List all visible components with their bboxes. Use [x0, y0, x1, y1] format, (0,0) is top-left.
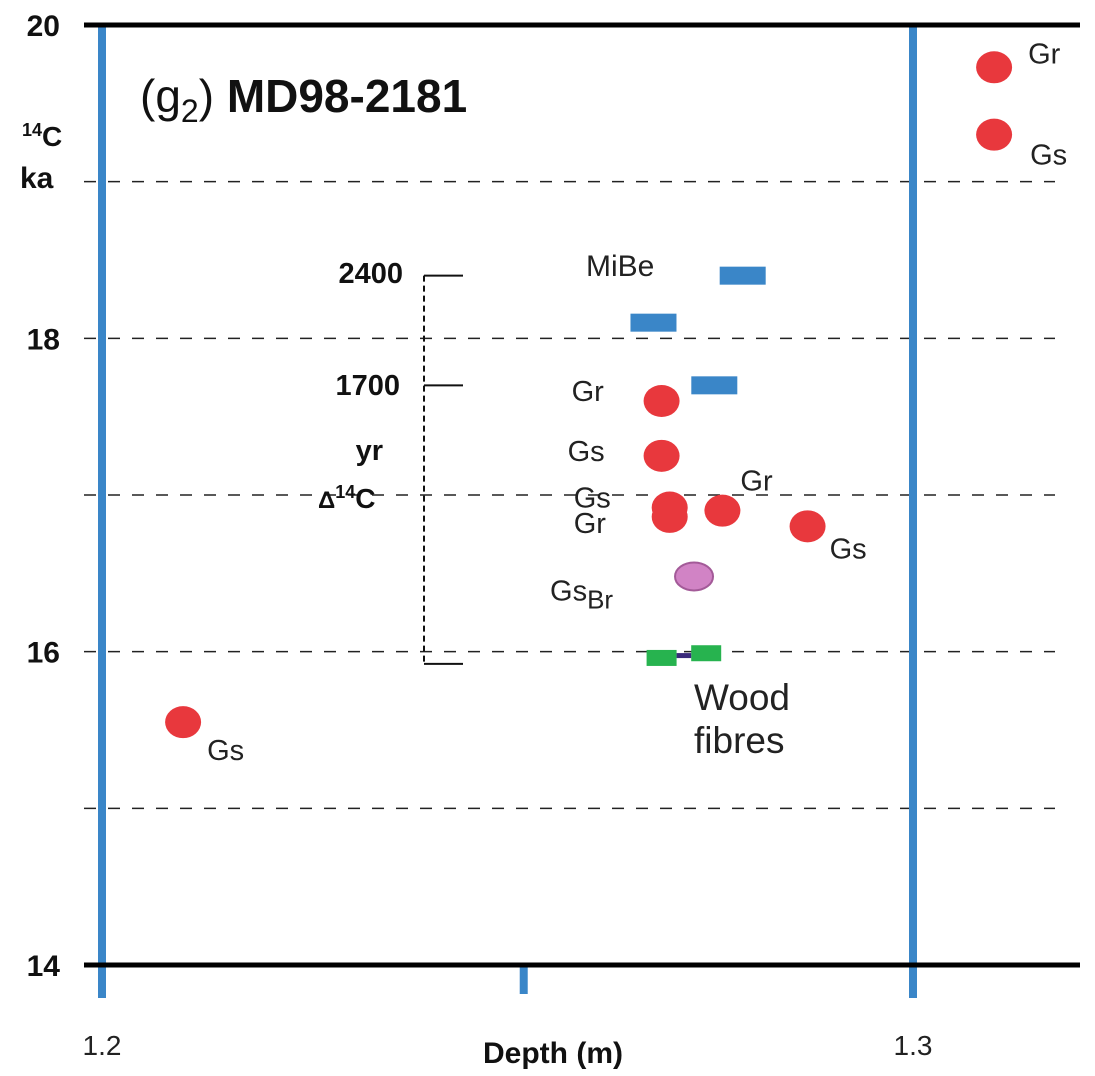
scale-bar-unit-line2: Δ14C [318, 482, 376, 514]
chart-title-core: MD98-2181 [227, 70, 467, 122]
scale-bar-unit-line1: yr [356, 435, 383, 467]
scale-bar-delta: Δ [318, 487, 335, 514]
point-label: GsBr [550, 575, 613, 614]
point-label: Gr [574, 508, 607, 540]
point-label-text: Gs [207, 735, 244, 767]
point-label-text: Gr [572, 376, 605, 408]
point-label: Gs [1030, 140, 1067, 172]
y-axis-label-c: C [42, 121, 62, 152]
point-label-subscript: Br [587, 584, 613, 614]
red-point [976, 51, 1013, 84]
red-point [704, 494, 741, 527]
green-rect-point [646, 649, 677, 666]
point-label: Gr [740, 466, 773, 498]
chart-title-close: ) [199, 70, 227, 122]
point-label: Gr [572, 376, 605, 408]
point-label-text: Gs [568, 436, 605, 468]
y-tick-label: 18 [27, 323, 60, 356]
point-label-text: Gs [1030, 140, 1067, 172]
red-point [643, 385, 680, 417]
blue-rect-point [719, 266, 766, 285]
scale-bar: 2400 1700 yr Δ14C [318, 258, 463, 665]
point-label-text: Gr [1028, 38, 1061, 70]
chart-title-prefix: (g [140, 70, 181, 122]
purple-point [674, 561, 715, 592]
chart-title: (g2) MD98-2181 [140, 70, 467, 129]
plot-frame [84, 22, 1080, 968]
scale-bar-sup: 14 [335, 482, 355, 502]
y-axis-label-top: 14C [22, 120, 62, 152]
wood-fibres-label-line2: fibres [694, 720, 784, 761]
dashed-gridlines [84, 180, 1055, 810]
x-tick-label: 1.2 [83, 1030, 122, 1061]
blue-rect-point [630, 313, 677, 332]
point-label-text: Gs [574, 483, 611, 515]
point-label: Gs [830, 533, 867, 565]
point-label-text: Gs [830, 533, 867, 565]
point-label: Gs [568, 436, 605, 468]
point-label: Gr [1028, 38, 1061, 70]
green-rect-point [691, 645, 722, 662]
point-label-text: Gr [740, 466, 773, 498]
red-point [165, 706, 202, 739]
red-point [651, 500, 688, 533]
y-tick-labels: 14 16 18 20 [27, 10, 61, 983]
x-tick-label: 1.3 [894, 1030, 933, 1061]
x-tick-labels: 1.2 1.3 [83, 1030, 933, 1061]
point-label: Gs [574, 483, 611, 515]
mibe-label: MiBe [586, 250, 654, 283]
red-point [789, 510, 826, 543]
chart-title-subscript: 2 [181, 93, 199, 129]
wood-fibres-label-line1: Wood [694, 677, 790, 718]
y-tick-label: 20 [27, 10, 60, 43]
scale-bar-mid-label: 1700 [335, 370, 400, 402]
y-tick-label: 16 [27, 637, 60, 670]
blue-rect-point [691, 376, 738, 395]
scale-bar-c: C [355, 483, 375, 514]
vertical-bars [98, 25, 917, 998]
data-marks [165, 51, 1013, 739]
red-point [643, 439, 680, 472]
y-tick-label: 14 [27, 950, 61, 983]
red-point [976, 118, 1013, 151]
point-label-text: Gs [550, 575, 587, 607]
y-axis-label-bottom: ka [20, 162, 54, 195]
scale-bar-top-label: 2400 [338, 258, 403, 290]
point-label: Gs [207, 735, 244, 767]
x-axis-label: Depth (m) [483, 1037, 623, 1070]
point-label-text: Gr [574, 508, 607, 540]
y-axis-label-sup: 14 [22, 120, 42, 140]
